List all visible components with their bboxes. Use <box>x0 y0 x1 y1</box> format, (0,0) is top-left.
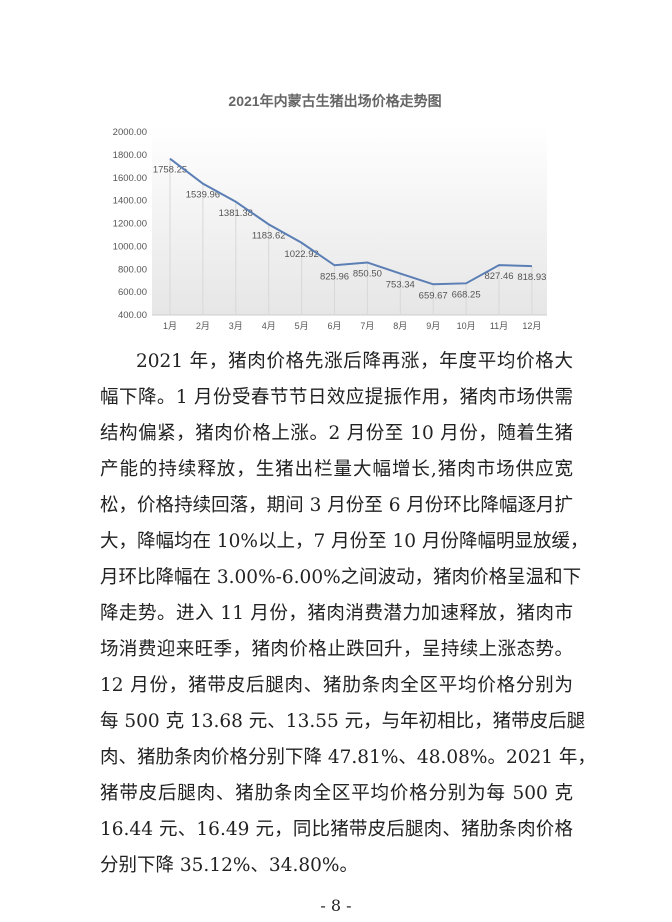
paragraph-line: 产能的持续释放，生猪出栏量大幅增长,猪肉市场供应宽 <box>100 459 573 480</box>
data-label: 668.25 <box>452 289 481 300</box>
x-tick-label: 11月 <box>490 321 508 331</box>
x-tick-label: 9月 <box>426 321 440 331</box>
paragraph-line: 降走势。进入 11 月份，猪肉消费潜力加速释放，猪肉市 <box>100 603 573 624</box>
x-tick-label: 1月 <box>163 321 177 331</box>
paragraph-line: 场消费迎来旺季，猪肉价格止跌回升，呈持续上涨态势。 <box>100 639 573 660</box>
data-label: 1183.62 <box>252 230 286 241</box>
price-trend-chart: 2021年内蒙古生猪出场价格走势图 400.00 600.00 800.00 1000… <box>113 93 547 331</box>
data-label: 850.50 <box>353 268 382 279</box>
y-tick-label: 1600.00 <box>113 173 147 184</box>
paragraph-line: 分别下降 35.12%、34.80%。 <box>100 855 358 876</box>
data-label: 659.67 <box>419 290 448 301</box>
y-tick-label: 1200.00 <box>113 219 147 230</box>
price-line <box>169 157 532 286</box>
data-label: 1539.96 <box>186 190 220 201</box>
paragraph-line: 松，价格持续回落，期间 3 月份至 6 月份环比降幅逐月扩 <box>100 495 573 516</box>
data-label: 825.96 <box>320 271 349 282</box>
chart-title: 2021年内蒙古生猪出场价格走势图 <box>228 93 441 109</box>
y-tick-label: 400.00 <box>118 310 147 321</box>
y-tick-label: 800.00 <box>118 264 147 275</box>
plot-area <box>152 125 547 315</box>
x-tick-label: 12月 <box>522 321 541 331</box>
x-tick-label: 2月 <box>196 321 210 331</box>
x-tick-label: 7月 <box>360 321 374 331</box>
paragraph-line: 大，降幅均在 10%以上，7 月份至 10 月份降幅明显放缓， <box>100 531 589 552</box>
x-tick-label: 4月 <box>262 321 276 331</box>
data-label: 818.93 <box>517 272 546 283</box>
paragraph-line: 16.44 元、16.49 元，同比猪带皮后腿肉、猪肋条肉价格 <box>100 819 573 840</box>
paragraph-line: 结构偏紧，猪肉价格上涨。2 月份至 10 月份，随着生猪 <box>100 423 573 444</box>
y-tick-label: 600.00 <box>118 287 147 298</box>
x-tick-label: 10月 <box>457 321 476 331</box>
paragraph-line: 肉、猪肋条肉价格分别下降 47.81%、48.08%。2021 年， <box>100 747 596 768</box>
y-tick-label: 1800.00 <box>113 150 147 161</box>
x-tick-label: 5月 <box>295 321 309 331</box>
page-number: - 8 - <box>320 896 352 915</box>
data-label: 827.46 <box>484 271 513 282</box>
data-label: 1758.25 <box>153 165 187 176</box>
paragraph-line: 每 500 克 13.68 元、13.55 元，与年初相比，猪带皮后腿 <box>100 711 586 732</box>
x-tick-label: 8月 <box>393 321 407 331</box>
data-label: 1381.38 <box>219 208 253 219</box>
paragraph-line: 2021 年，猪肉价格先涨后降再涨，年度平均价格大 <box>136 351 573 372</box>
x-tick-label: 6月 <box>327 321 341 331</box>
data-label: 753.34 <box>386 280 415 291</box>
paragraph-line: 12 月份，猪带皮后腿肉、猪肋条肉全区平均价格分别为 <box>100 675 573 696</box>
y-tick-label: 1000.00 <box>113 241 147 252</box>
paragraph-line: 月环比降幅在 3.00%-6.00%之间波动，猪肉价格呈温和下 <box>100 567 582 588</box>
x-tick-label: 3月 <box>229 321 243 331</box>
y-tick-label: 1400.00 <box>113 196 147 207</box>
paragraph-line: 幅下降。1 月份受春节节日效应提振作用，猪肉市场供需 <box>100 387 573 408</box>
data-label: 1022.92 <box>284 249 318 260</box>
paragraph-line: 猪带皮后腿肉、猪肋条肉全区平均价格分别为每 500 克 <box>100 783 573 804</box>
y-tick-label: 2000.00 <box>113 127 147 138</box>
